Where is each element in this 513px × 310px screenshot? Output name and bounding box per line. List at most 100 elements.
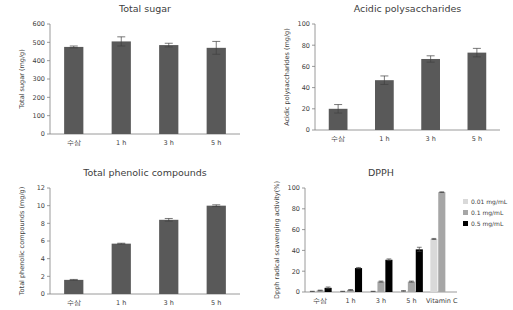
bar [159, 220, 178, 294]
y-tick-label: 80 [292, 205, 300, 213]
x-tick-label: 5 h [211, 139, 221, 147]
chart-panel: Total sugarTotal sugar (mg/g)01002003004… [18, 3, 240, 147]
error-bar [387, 259, 392, 261]
legend-label: 0.5 mg/mL [471, 220, 504, 228]
error-bar [432, 238, 437, 239]
y-tick [47, 188, 50, 189]
y-tick-label: 40 [302, 84, 310, 92]
x-tick-label: 1 h [379, 135, 389, 143]
x-tick-label: 3 h [376, 297, 386, 305]
bar [408, 282, 415, 292]
bar [468, 53, 487, 130]
y-tick-label: 20 [302, 105, 310, 113]
error-bar [427, 56, 435, 62]
error-bar [356, 267, 361, 268]
y-tick [312, 108, 315, 109]
bar [207, 48, 226, 134]
error-bar [401, 290, 406, 292]
title: DPPH [368, 167, 394, 178]
y-tick [47, 24, 50, 25]
background [0, 0, 513, 310]
bar [421, 59, 440, 130]
error-bar [371, 291, 376, 292]
error-bar [165, 218, 173, 221]
bar [317, 290, 324, 292]
y-tick [47, 223, 50, 224]
y-axis-label: Dpph radical scavenging activity(%) [273, 181, 281, 299]
y-tick [47, 205, 50, 206]
y-tick [302, 250, 305, 251]
bar [400, 291, 407, 292]
y-axis [315, 24, 316, 130]
error-bar [379, 281, 384, 282]
x-tick-label: 수삼 [67, 139, 81, 147]
error-bar [117, 37, 125, 46]
y-tick [47, 115, 50, 116]
error-bar [326, 287, 331, 289]
figure: Total sugarTotal sugar (mg/g)01002003004… [0, 0, 513, 310]
error-bar [439, 191, 444, 193]
y-tick-label: 400 [33, 57, 45, 65]
y-tick-label: 10 [37, 202, 45, 210]
legend-label: 0.01 mg/mL [471, 198, 508, 206]
bar [112, 41, 131, 134]
legend-label: 0.1 mg/mL [471, 209, 504, 217]
y-tick-label: 20 [292, 268, 300, 276]
error-bar [348, 289, 353, 291]
x-tick-label: Vitamin C [426, 297, 458, 305]
bar [325, 288, 332, 292]
y-tick-label: 0 [41, 130, 45, 138]
bar [207, 206, 226, 294]
y-tick [302, 292, 305, 293]
y-tick [312, 45, 315, 46]
error-bar [70, 279, 78, 281]
bar [112, 244, 131, 294]
x-tick-label: 3 h [425, 135, 435, 143]
y-tick [312, 130, 315, 131]
error-bar [409, 281, 414, 282]
bar [370, 291, 377, 292]
title: Total sugar [118, 3, 171, 14]
bar [385, 260, 392, 292]
y-tick-label: 60 [302, 63, 310, 71]
y-axis-label: Total phenolic compounds (mg/g) [18, 187, 26, 297]
bar [339, 291, 346, 292]
error-bar [310, 291, 315, 292]
error-bar [117, 243, 125, 245]
x-tick-label: 3 h [164, 299, 174, 307]
x-tick-label: 5 h [406, 297, 416, 305]
y-tick-label: 2 [41, 273, 45, 281]
legend-swatch [463, 210, 468, 215]
bar [375, 80, 394, 130]
y-tick-label: 40 [292, 247, 300, 255]
y-tick [312, 87, 315, 88]
bar [355, 268, 362, 292]
bar [64, 47, 83, 134]
y-tick-label: 4 [41, 255, 45, 263]
y-tick-label: 12 [37, 184, 45, 192]
y-tick-label: 60 [292, 226, 300, 234]
x-tick-label: 1 h [345, 297, 355, 305]
chart-panel: DPPH Dpph radical scavenging activity(%) 0… [273, 167, 508, 305]
error-bar [212, 41, 220, 54]
x-tick-label: 1 h [116, 299, 126, 307]
legend-swatch [463, 221, 468, 226]
marks [64, 37, 226, 134]
y-tick-label: 500 [33, 39, 45, 47]
y-tick-label: 80 [302, 42, 310, 50]
chart-panel: Total phenolic compoundsTotal phenolic c… [18, 167, 240, 307]
y-axis-label: Acidic polysaccharides (mg/g) [283, 28, 291, 126]
y-tick-label: 100 [33, 112, 45, 120]
bar [64, 280, 83, 294]
y-tick-label: 300 [33, 75, 45, 83]
error-bar [380, 76, 388, 84]
y-tick-label: 0 [296, 288, 300, 296]
error-bar [473, 48, 481, 56]
x-tick-label: 수삼 [67, 299, 81, 307]
y-tick-label: 100 [298, 20, 310, 28]
error-bar [70, 46, 78, 48]
y-tick [47, 134, 50, 135]
bar [309, 291, 316, 292]
error-bar [417, 247, 422, 251]
bar [377, 282, 384, 292]
